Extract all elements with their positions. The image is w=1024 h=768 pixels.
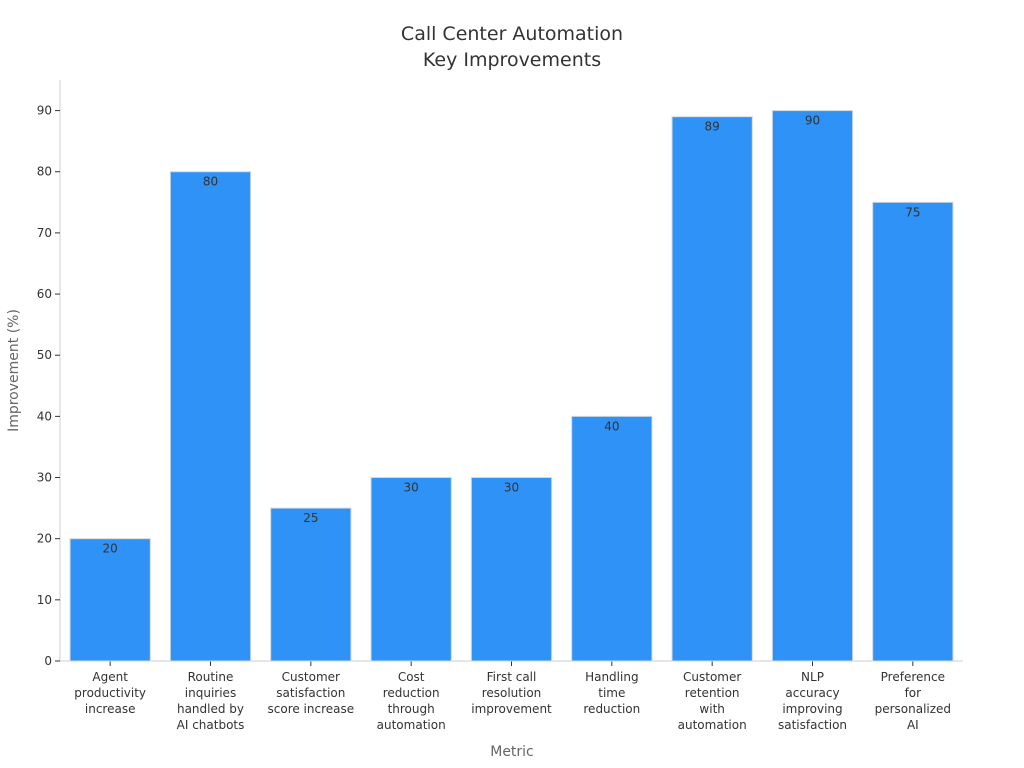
- x-tick-label: Preference for personalized AI: [875, 670, 951, 732]
- y-tick-label: 50: [37, 348, 52, 362]
- bar-value-label: 20: [103, 542, 118, 556]
- x-tick-label-line: through: [388, 702, 435, 716]
- y-tick-label: 60: [37, 287, 52, 301]
- x-tick-label-line: automation: [377, 718, 446, 732]
- x-tick-label-line: AI: [907, 718, 919, 732]
- data-labels: 20 80 25 30 30 40 89 90 75: [103, 114, 921, 556]
- x-tick-label-line: Agent: [92, 670, 128, 684]
- bar-value-label: 89: [705, 120, 720, 134]
- bar-8: [771, 110, 854, 662]
- bar-5: [470, 477, 553, 662]
- x-tick-label-line: satisfaction: [778, 718, 847, 732]
- bar-value-label: 90: [805, 114, 820, 128]
- x-tick-label-line: improving: [782, 702, 842, 716]
- x-tick-label-line: Handling: [585, 670, 639, 684]
- x-tick-label-line: satisfaction: [276, 686, 345, 700]
- y-tick-label: 20: [37, 532, 52, 546]
- bar-value-label: 30: [404, 481, 419, 495]
- bar-value-label: 25: [303, 511, 318, 525]
- x-axis: Agent productivity increase Routine inquirie…: [60, 660, 963, 732]
- x-tick-label-line: Customer: [683, 670, 741, 684]
- bar-value-label: 80: [203, 175, 218, 189]
- bar-4: [370, 477, 452, 662]
- x-axis-title: Metric: [490, 744, 534, 760]
- y-tick-label: 30: [37, 471, 52, 485]
- x-tick-label: Cost reduction through automation: [377, 670, 446, 732]
- x-tick-label-line: reduction: [383, 686, 440, 700]
- chart-title-line-2: Key Improvements: [423, 49, 601, 71]
- y-tick-label: 10: [37, 593, 52, 607]
- x-tick-label: Routine inquiries handled by AI chatbots: [177, 670, 245, 732]
- y-axis: 0 10 20 30 40 50 60 70 80 90: [37, 80, 61, 668]
- x-tick-label-line: increase: [85, 702, 136, 716]
- bar-value-label: 40: [604, 419, 619, 433]
- y-tick-label: 40: [37, 409, 52, 423]
- x-tick-label-line: for: [905, 686, 922, 700]
- x-tick-label: NLP accuracy improving satisfaction: [778, 670, 847, 732]
- y-tick-label: 70: [37, 226, 52, 240]
- x-tick-label-line: reduction: [583, 702, 640, 716]
- x-tick-label-line: automation: [678, 718, 747, 732]
- y-tick-label: 0: [44, 654, 52, 668]
- x-tick-label-line: time: [598, 686, 625, 700]
- x-tick-label: Agent productivity increase: [74, 670, 146, 716]
- x-tick-label-line: accuracy: [785, 686, 839, 700]
- bar-value-label: 30: [504, 481, 519, 495]
- bar-9: [872, 201, 954, 662]
- bar-1: [69, 538, 151, 662]
- bar-value-label: 75: [905, 205, 920, 219]
- bar-6: [571, 415, 653, 662]
- x-tick-label-line: NLP: [801, 670, 824, 684]
- x-tick-label-line: resolution: [482, 686, 542, 700]
- chart-title-line-1: Call Center Automation: [401, 23, 623, 45]
- y-tick-label: 80: [37, 165, 52, 179]
- chart-title: Call Center Automation Key Improvements: [401, 23, 623, 71]
- x-tick-label-line: handled by: [177, 702, 244, 716]
- x-tick-label: Customer retention with automation: [678, 670, 747, 732]
- x-tick-label-line: personalized: [875, 702, 951, 716]
- x-tick-label-line: Customer: [282, 670, 340, 684]
- bars: [69, 110, 954, 662]
- x-tick-label-line: improvement: [471, 702, 552, 716]
- x-tick-label-line: with: [699, 702, 724, 716]
- x-tick-label-line: retention: [685, 686, 740, 700]
- x-tick-label-line: AI chatbots: [177, 718, 245, 732]
- x-tick-label: Handling time reduction: [583, 670, 640, 716]
- x-tick-label-line: Cost: [398, 670, 425, 684]
- y-axis-title: Improvement (%): [6, 309, 22, 432]
- y-tick-label: 90: [37, 104, 52, 118]
- x-tick-label-line: inquiries: [185, 686, 236, 700]
- x-tick-label-line: Routine: [188, 670, 234, 684]
- x-tick-label-line: First call: [487, 670, 537, 684]
- x-tick-label-line: score increase: [268, 702, 355, 716]
- bar-7: [671, 116, 753, 662]
- x-tick-label-line: Preference: [881, 670, 945, 684]
- x-tick-label-line: productivity: [74, 686, 146, 700]
- x-tick-label: First call resolution improvement: [471, 670, 552, 716]
- bar-2: [169, 171, 252, 662]
- x-tick-label: Customer satisfaction score increase: [268, 670, 355, 716]
- bar-3: [270, 507, 352, 662]
